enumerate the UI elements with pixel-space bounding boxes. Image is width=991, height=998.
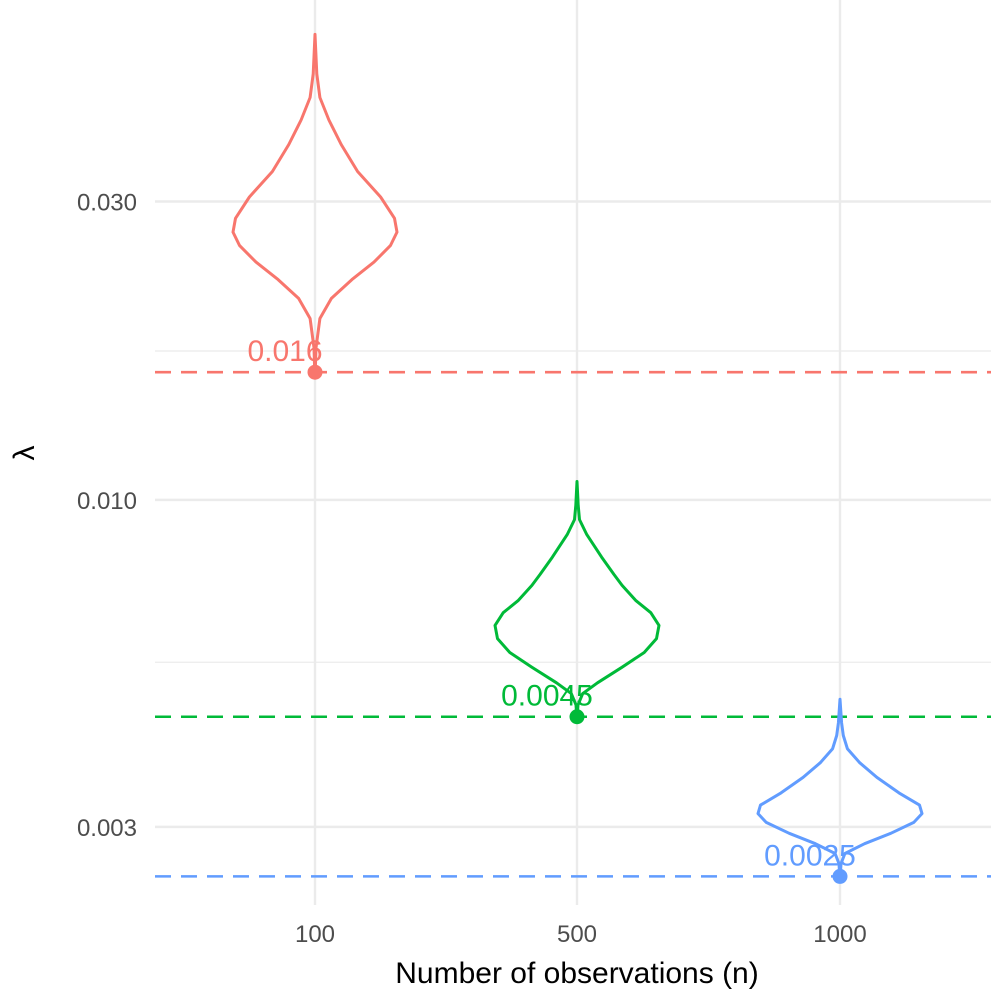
reference-point-500 [569,709,585,725]
x-axis-title: Number of observations (n) [395,957,759,990]
reference-point-100 [307,364,323,380]
x-axis-ticks: 100 500 1000 [295,921,867,948]
violins [231,32,924,884]
grid-lines [155,0,991,905]
violin-100 [231,32,399,374]
violin-500 [493,480,661,719]
y-tick-label-0: 0.003 [77,815,137,842]
y-tick-label-2: 0.030 [77,190,137,217]
y-axis-title: λ [8,446,41,461]
x-tick-label-1: 500 [557,921,597,948]
x-tick-label-2: 1000 [813,921,866,948]
violin-1000 [756,697,924,878]
y-tick-label-1: 0.010 [77,488,137,515]
y-axis-ticks: 0.003 0.010 0.030 [77,190,137,842]
reference-point-1000 [832,868,848,884]
reference-label-100: 0.016 [247,335,322,368]
x-tick-label-0: 100 [295,921,335,948]
